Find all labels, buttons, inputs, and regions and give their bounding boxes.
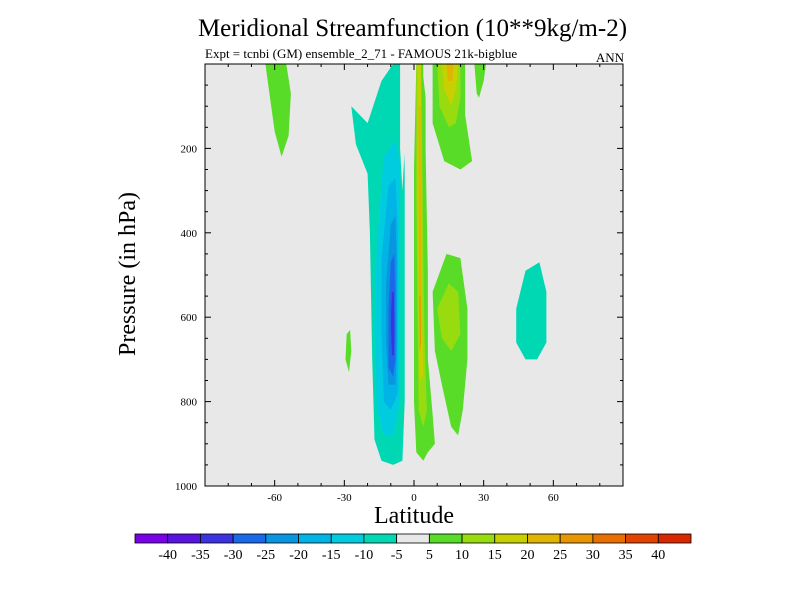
colorbar-swatch: [559, 533, 594, 544]
x-tick-label: 60: [548, 492, 560, 504]
contour-region: [418, 106, 422, 356]
colorbar-label: 10: [455, 548, 469, 563]
colorbar-label: 20: [520, 548, 534, 563]
colorbar-label: 25: [553, 548, 567, 563]
colorbar-label: -10: [355, 548, 374, 563]
colorbar-swatch: [134, 533, 169, 544]
y-tick-label: 600: [181, 312, 198, 324]
colorbar-label: 5: [426, 548, 433, 563]
y-tick-label: 200: [181, 143, 198, 155]
colorbar-label: -20: [289, 548, 308, 563]
contour-region: [441, 64, 459, 107]
x-tick-label: -30: [337, 492, 352, 504]
season-label: ANN: [595, 50, 624, 65]
contour-region: [265, 64, 291, 157]
colorbar-label: -15: [322, 548, 341, 563]
colorbar-swatch: [461, 533, 496, 544]
colorbar-label: 35: [619, 548, 633, 563]
colorbar-swatch: [494, 533, 528, 544]
x-tick-label: -60: [267, 492, 282, 504]
chart-subtitle: Expt = tcnbi (GM) ensemble_2_71 - FAMOUS…: [205, 46, 518, 61]
contour-region: [516, 262, 547, 360]
contour-region: [446, 64, 454, 81]
contour-region: [400, 64, 405, 191]
x-tick-label: 30: [478, 492, 490, 504]
colorbar-swatch: [428, 533, 463, 544]
y-axis-ticks: 200 400 600 800 1000: [175, 63, 623, 493]
colorbar-swatch: [625, 533, 659, 544]
y-tick-label: 1000: [175, 481, 198, 493]
x-axis-label: Latitude: [374, 503, 454, 529]
x-axis-ticks: -60 -30 0 30 60: [204, 64, 624, 504]
x-tick-label: 0: [411, 492, 417, 504]
colorbar-label: 40: [651, 548, 665, 563]
colorbar-label: -40: [158, 548, 177, 563]
colorbar-swatch: [657, 533, 692, 544]
colorbar-swatch: [265, 533, 299, 544]
contour-region: [390, 291, 395, 356]
colorbar-label: 15: [488, 548, 502, 563]
contour-regions: [265, 64, 561, 465]
chart-title: Meridional Streamfunction (10**9kg/m-2): [197, 15, 628, 42]
colorbar-swatch: [527, 533, 561, 544]
colorbar-swatch: [232, 533, 267, 544]
colorbar-label: -30: [224, 548, 243, 563]
colorbar-swatch: [298, 533, 332, 544]
y-tick-label: 800: [181, 397, 198, 409]
contour-region: [419, 296, 421, 351]
contour-region: [437, 283, 461, 351]
colorbar-swatch: [363, 533, 398, 544]
colorbar-label: -25: [256, 548, 275, 563]
colorbar-swatch: [396, 533, 430, 544]
colorbar-swatch: [200, 533, 234, 544]
colorbar-swatch: [330, 533, 365, 544]
y-tick-label: 400: [181, 228, 198, 240]
contour-region: [330, 64, 335, 73]
colorbar: -40 -35 -30 -25 -20 -15 -10 -5 5 10 15 20 25 30 35 40: [134, 533, 692, 563]
colorbar-label: -35: [191, 548, 210, 563]
contour-region: [474, 64, 486, 98]
colorbar-swatch: [592, 533, 626, 544]
colorbar-swatch: [167, 533, 201, 544]
colorbar-label: 30: [586, 548, 600, 563]
colorbar-label: -5: [391, 548, 403, 563]
contour-region: [345, 329, 352, 373]
